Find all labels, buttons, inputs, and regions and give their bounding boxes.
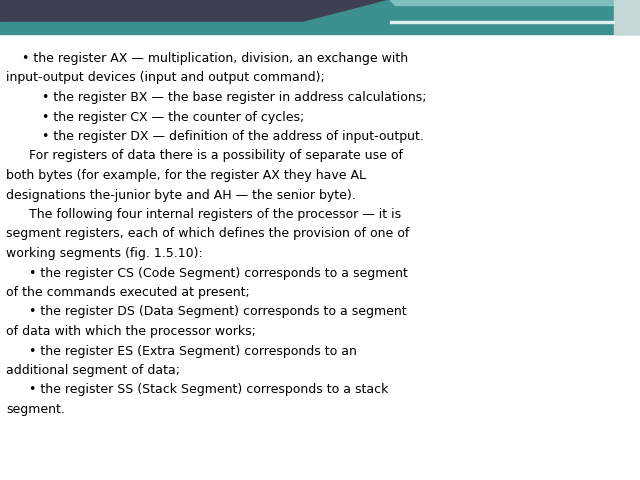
- Bar: [390, 21, 614, 23]
- Bar: [0, 0, 640, 22]
- Text: • the register AX — multiplication, division, an exchange with: • the register AX — multiplication, divi…: [22, 52, 408, 65]
- Text: • the register CS (Code Segment) corresponds to a segment: • the register CS (Code Segment) corresp…: [29, 266, 408, 279]
- Text: The following four internal registers of the processor — it is: The following four internal registers of…: [29, 208, 401, 221]
- Text: additional segment of data;: additional segment of data;: [6, 364, 180, 377]
- Text: segment registers, each of which defines the provision of one of: segment registers, each of which defines…: [6, 228, 410, 240]
- Text: • the register DS (Data Segment) corresponds to a segment: • the register DS (Data Segment) corresp…: [29, 305, 406, 319]
- Text: • the register SS (Stack Segment) corresponds to a stack: • the register SS (Stack Segment) corres…: [29, 384, 388, 396]
- Text: segment.: segment.: [6, 403, 65, 416]
- Text: • the register DX — definition of the address of input-output.: • the register DX — definition of the ad…: [42, 130, 424, 143]
- Text: of the commands executed at present;: of the commands executed at present;: [6, 286, 250, 299]
- Text: designations the-junior byte and AH — the senior byte).: designations the-junior byte and AH — th…: [6, 189, 356, 202]
- Bar: [614, 0, 640, 34]
- Polygon shape: [390, 0, 614, 5]
- Text: both bytes (for example, for the register AX they have AL: both bytes (for example, for the registe…: [6, 169, 366, 182]
- Text: working segments (fig. 1.5.10):: working segments (fig. 1.5.10):: [6, 247, 203, 260]
- Text: input-output devices (input and output command);: input-output devices (input and output c…: [6, 72, 325, 84]
- Text: of data with which the processor works;: of data with which the processor works;: [6, 325, 256, 338]
- Bar: [0, 22, 640, 34]
- Text: • the register CX — the counter of cycles;: • the register CX — the counter of cycle…: [42, 110, 304, 123]
- Text: • the register ES (Extra Segment) corresponds to an: • the register ES (Extra Segment) corres…: [29, 345, 356, 358]
- Text: • the register BX — the base register in address calculations;: • the register BX — the base register in…: [42, 91, 426, 104]
- Text: For registers of data there is a possibility of separate use of: For registers of data there is a possibi…: [29, 149, 403, 163]
- Polygon shape: [305, 0, 614, 34]
